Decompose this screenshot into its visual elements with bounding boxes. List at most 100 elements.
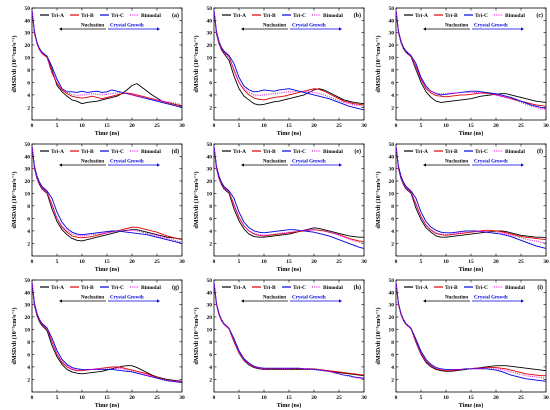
x-tick-label: 10	[443, 123, 449, 129]
series-line-tri-b	[395, 10, 547, 107]
x-axis-title: Time (ns)	[277, 130, 301, 137]
x-tick-label: 30	[543, 123, 549, 129]
x-tick-label: 0	[213, 259, 216, 265]
y-tick-label: 50	[389, 142, 395, 148]
x-tick-label: 25	[154, 123, 160, 129]
y-axis-title: dMSD/dt (10⁻⁵cm²s⁻¹)	[11, 36, 18, 93]
series-line-tri-c	[31, 10, 183, 108]
crystal-growth-label: Crystal Growth	[292, 24, 326, 29]
x-axis-title: Time (ns)	[459, 402, 483, 409]
y-axis-title: dMSD/dt (10⁻⁵cm²s⁻¹)	[193, 308, 200, 365]
x-tick-label: 20	[311, 259, 317, 265]
x-tick-label: 0	[395, 395, 398, 401]
series-line-tri-a	[213, 146, 364, 238]
x-tick-label: 5	[420, 395, 423, 401]
y-tick-label: 40	[207, 18, 213, 24]
y-tick-label: 20	[389, 315, 395, 321]
legend-label-bimodal: Bimodal	[141, 285, 161, 291]
y-tick-label: 8	[391, 68, 394, 74]
legend: Tri-A Tri-B Tri-C Bimodal	[40, 13, 161, 19]
y-tick-label: 10	[25, 55, 31, 61]
y-tick-label: 40	[207, 154, 213, 160]
x-tick-label: 30	[543, 259, 549, 265]
series-line-tri-a	[31, 146, 183, 242]
crystal-growth-label: Crystal Growth	[110, 160, 144, 165]
y-tick-label: 30	[25, 31, 31, 37]
y-tick-label: 10	[389, 191, 395, 197]
x-tick-label: 25	[336, 123, 342, 129]
legend-label-tri-b: Tri-B	[263, 13, 276, 19]
y-tick-label: 40	[25, 290, 31, 296]
nucleation-arrowhead	[423, 163, 426, 167]
y-tick-label: 8	[27, 340, 30, 346]
plot-frame	[213, 279, 365, 393]
y-axis-title: dMSD/dt (10⁻⁵cm²s⁻¹)	[375, 172, 382, 229]
y-tick-label: 6	[209, 216, 212, 222]
legend-label-tri-c: Tri-C	[475, 13, 488, 19]
phase-annotation: Nucleation Crystal Growth	[241, 296, 342, 303]
legend: Tri-A Tri-B Tri-C Bimodal	[40, 285, 161, 291]
plot-frame	[31, 143, 183, 257]
x-axis-title: Time (ns)	[95, 130, 119, 137]
y-tick-label: 10	[25, 327, 31, 333]
phase-annotation: Nucleation Crystal Growth	[241, 160, 342, 167]
x-tick-label: 30	[361, 395, 367, 401]
y-tick-label: 6	[27, 216, 30, 222]
x-tick-label: 25	[518, 123, 524, 129]
x-tick-label: 5	[56, 259, 59, 265]
legend-label-tri-a: Tri-A	[233, 149, 246, 155]
x-tick-label: 25	[518, 259, 524, 265]
series-line-tri-c	[395, 282, 547, 382]
series-line-bimodal	[213, 282, 365, 380]
plot-frame	[31, 279, 183, 393]
series-line-bimodal	[31, 10, 183, 105]
panel-label: (i)	[537, 284, 543, 291]
panel-label: (b)	[354, 12, 361, 19]
x-tick-label: 25	[336, 259, 342, 265]
panel-b: 0 5 10 15 20 25 30 2 4 6 8 10 20 30 40 50 Time (ns) dMSD/…	[193, 6, 367, 137]
crystal-growth-label: Crystal Growth	[110, 24, 144, 29]
y-tick-label: 50	[389, 6, 395, 12]
y-tick-label: 50	[25, 6, 31, 12]
y-tick-label: 8	[209, 204, 212, 210]
phase-annotation: Nucleation Crystal Growth	[59, 24, 160, 31]
legend-label-tri-c: Tri-C	[111, 13, 124, 19]
series-line-bimodal	[395, 146, 547, 244]
panel-i: 0 5 10 15 20 25 30 2 4 6 8 10 20 30 40 50 Time (ns) dMSD/…	[375, 278, 549, 409]
y-tick-label: 4	[27, 229, 30, 235]
x-tick-label: 20	[493, 395, 499, 401]
series-line-tri-b	[31, 146, 183, 241]
legend-label-tri-c: Tri-C	[293, 149, 306, 155]
panel-e: 0 5 10 15 20 25 30 2 4 6 8 10 20 30 40 50 Time (ns) dMSD/…	[193, 142, 367, 273]
series-line-bimodal	[395, 282, 547, 379]
legend-label-tri-c: Tri-C	[293, 13, 306, 19]
crystal-growth-arrowhead	[339, 27, 342, 31]
x-tick-label: 20	[311, 123, 317, 129]
y-tick-label: 6	[391, 80, 394, 86]
y-tick-label: 6	[391, 216, 394, 222]
series-line-tri-a	[395, 10, 547, 103]
y-tick-label: 50	[25, 278, 31, 284]
legend: Tri-A Tri-B Tri-C Bimodal	[40, 149, 161, 155]
y-tick-label: 40	[389, 290, 395, 296]
series-line-bimodal	[31, 282, 183, 383]
series-line-tri-b	[395, 146, 547, 241]
y-tick-label: 4	[27, 365, 30, 371]
nucleation-arrowhead	[423, 299, 426, 303]
phase-annotation: Nucleation Crystal Growth	[241, 24, 342, 31]
series-line-tri-a	[31, 282, 183, 382]
x-tick-label: 25	[336, 395, 342, 401]
series-line-tri-b	[31, 10, 183, 107]
legend-label-bimodal: Bimodal	[323, 285, 343, 291]
y-tick-label: 50	[207, 142, 213, 148]
plot-frame	[31, 7, 183, 121]
series-line-tri-c	[395, 10, 547, 109]
x-tick-label: 0	[31, 123, 34, 129]
y-tick-label: 30	[207, 303, 213, 309]
legend-label-tri-b: Tri-B	[81, 149, 94, 155]
x-tick-label: 20	[493, 259, 499, 265]
x-tick-label: 10	[443, 259, 449, 265]
x-tick-label: 30	[179, 259, 185, 265]
legend-label-tri-a: Tri-A	[51, 13, 64, 19]
legend: Tri-A Tri-B Tri-C Bimodal	[404, 149, 525, 155]
